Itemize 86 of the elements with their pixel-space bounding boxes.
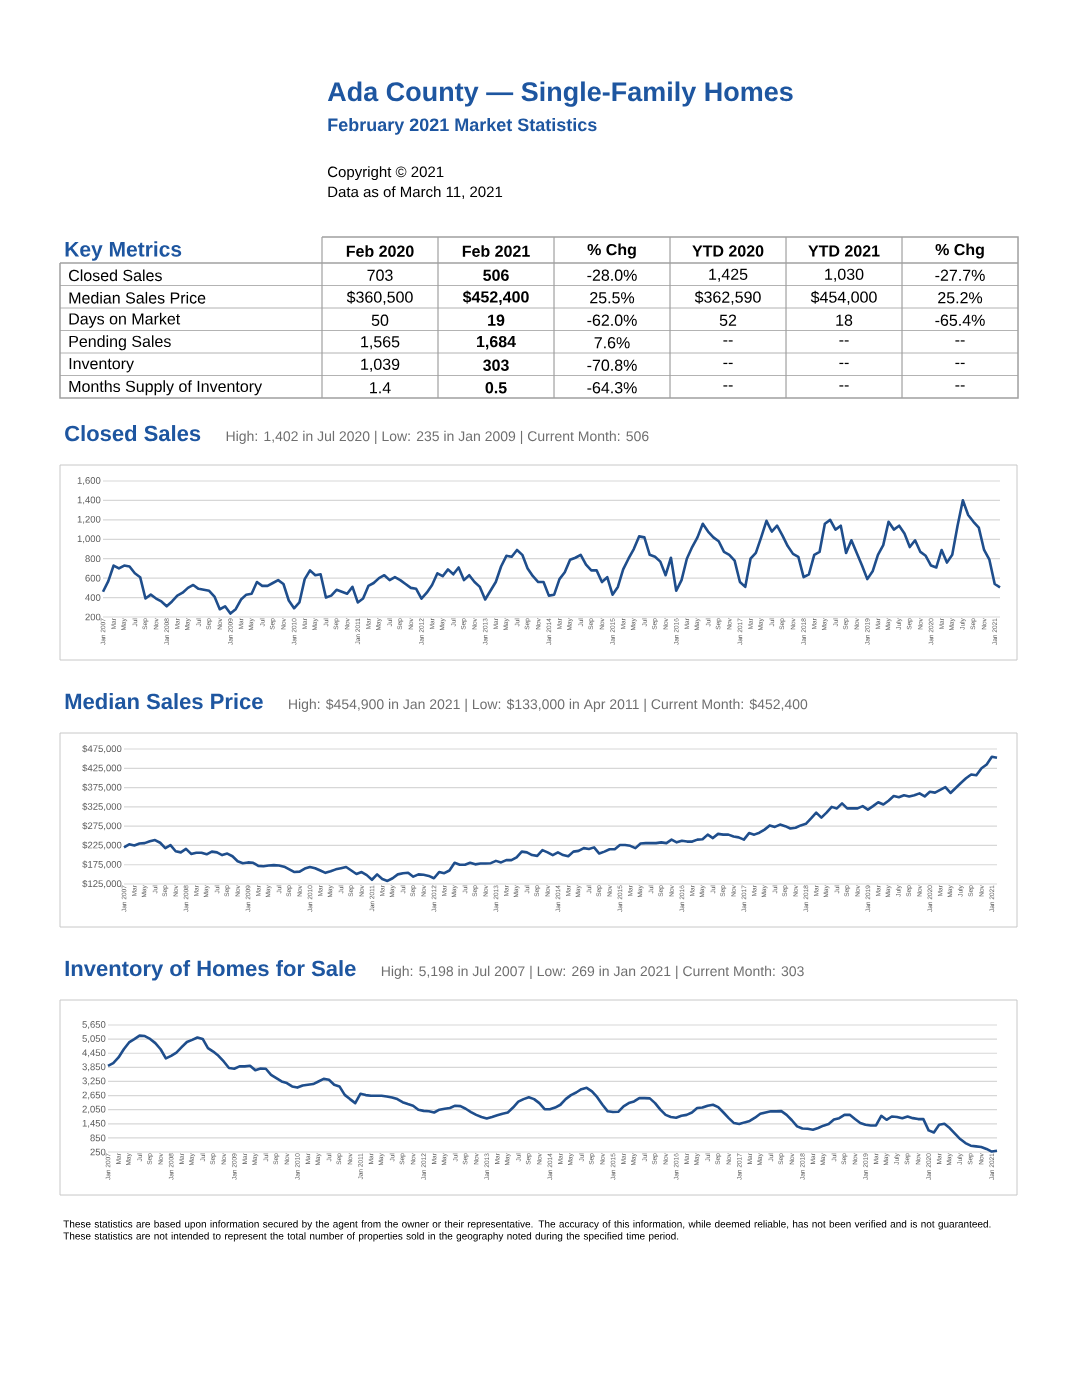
text: 1,684 xyxy=(477,335,516,350)
text: $360,500 xyxy=(346,290,413,305)
text: Copyright © 2021 xyxy=(327,166,444,181)
text: These statistics are based upon information secured by the agent from the owner or their representative. The accuracy of this information, while deemed reliable, has not been verified and is not guaranteed. These statistics are not intended to represent the total number of properties sold in the geography noted during the specified time period. xyxy=(63,1220,991,1242)
category-label: % Chg xyxy=(587,243,636,259)
category-label: Inventory xyxy=(69,358,134,373)
chart-subtitle: High: 5,198 in Jul 2007 | Low: 269 in Jan 2021 | Current Month: 303 xyxy=(381,965,804,979)
text: $452,400 xyxy=(462,290,529,305)
text: 1,039 xyxy=(361,358,400,372)
text: 303 xyxy=(483,359,509,371)
text: 1.4 xyxy=(370,382,391,394)
category-label: Median Sales Price xyxy=(69,291,206,304)
y-tick-label: $275,000 xyxy=(82,822,122,831)
text: -- xyxy=(723,385,733,387)
text: -- xyxy=(955,362,965,365)
y-tick-label: 3,850 xyxy=(82,1063,106,1072)
y-tick-label: 1,450 xyxy=(82,1119,106,1128)
text: 52 xyxy=(719,314,737,326)
category-label: YTD 2021 xyxy=(808,245,880,257)
text: 7.6% xyxy=(594,337,630,349)
text: Key Metrics xyxy=(65,241,182,261)
chart-subtitle: High: $454,900 in Jan 2021 | Low: $133,000 in Apr 2011 | Current Month: $452,400 xyxy=(289,698,808,712)
y-tick-label: 4,450 xyxy=(82,1049,106,1058)
text: 50 xyxy=(371,314,389,326)
y-tick-label: 400 xyxy=(85,594,101,601)
text: $362,590 xyxy=(694,290,761,305)
text: -62.0% xyxy=(587,314,637,326)
category-label: YTD 2020 xyxy=(692,245,764,257)
category-label: % Chg xyxy=(935,243,984,259)
category-label: Days on Market xyxy=(69,312,181,328)
text: 703 xyxy=(367,269,393,281)
text: 19 xyxy=(488,314,505,326)
y-tick-label: 200 xyxy=(85,613,101,621)
y-tick-label: 2,650 xyxy=(82,1091,106,1100)
text: Data as of March 11, 2021 xyxy=(328,186,503,199)
text: -- xyxy=(955,340,965,342)
y-tick-label: 3,250 xyxy=(82,1077,106,1086)
y-tick-label: 1,400 xyxy=(77,496,101,505)
category-label: Feb 2021 xyxy=(462,245,530,257)
chart-title: Closed Sales xyxy=(65,425,201,442)
chart-subtitle: High: 1,402 in Jul 2020 | Low: 235 in Jan 2009 | Current Month: 506 xyxy=(226,430,649,444)
y-tick-label: 600 xyxy=(85,574,101,582)
text: -70.8% xyxy=(587,359,637,371)
category-label: Pending Sales xyxy=(69,335,171,351)
category-label: Feb 2020 xyxy=(346,245,414,257)
chart-title: Inventory of Homes for Sale xyxy=(65,960,356,981)
y-tick-label: 250 xyxy=(90,1148,106,1156)
text: Ada County — Single-Family Homes xyxy=(327,81,793,107)
category-label: Closed Sales xyxy=(69,269,162,282)
text: -- xyxy=(839,362,849,365)
text: -28.0% xyxy=(587,269,637,281)
text: $454,000 xyxy=(810,290,877,305)
y-tick-label: $225,000 xyxy=(82,841,122,850)
text: 506 xyxy=(483,269,509,281)
y-tick-label: 1,600 xyxy=(77,477,101,485)
text: 1,425 xyxy=(709,268,748,282)
text: -- xyxy=(723,362,733,365)
text: 1,030 xyxy=(825,268,864,282)
text: -65.4% xyxy=(935,314,985,326)
text: 1,565 xyxy=(361,336,400,350)
y-tick-label: 2,050 xyxy=(82,1105,106,1114)
text: -- xyxy=(955,385,965,387)
text: 0.5 xyxy=(485,382,507,394)
text: 18 xyxy=(836,314,853,326)
y-tick-label: $475,000 xyxy=(82,744,122,754)
y-tick-label: $425,000 xyxy=(82,764,122,773)
text: February 2021 Market Statistics xyxy=(328,117,597,135)
y-tick-label: $125,000 xyxy=(82,879,122,889)
y-tick-label: 5,050 xyxy=(82,1035,106,1044)
y-tick-label: 1,200 xyxy=(77,515,101,524)
text: -- xyxy=(723,340,733,342)
chart-title: Median Sales Price xyxy=(65,693,263,710)
y-tick-label: 1,000 xyxy=(77,535,101,544)
text: -27.7% xyxy=(935,269,985,281)
y-tick-label: 800 xyxy=(85,555,101,563)
y-tick-label: $175,000 xyxy=(82,860,122,869)
text: -- xyxy=(839,340,849,342)
y-tick-label: 850 xyxy=(90,1134,106,1142)
y-tick-label: $325,000 xyxy=(82,802,122,811)
text: -64.3% xyxy=(587,382,637,394)
text: 25.2% xyxy=(938,292,983,304)
text: 25.5% xyxy=(590,292,635,304)
y-tick-label: 5,650 xyxy=(82,1021,106,1029)
y-tick-label: $375,000 xyxy=(82,783,122,792)
text: -- xyxy=(839,385,849,387)
category-label: Months Supply of Inventory xyxy=(69,380,263,396)
